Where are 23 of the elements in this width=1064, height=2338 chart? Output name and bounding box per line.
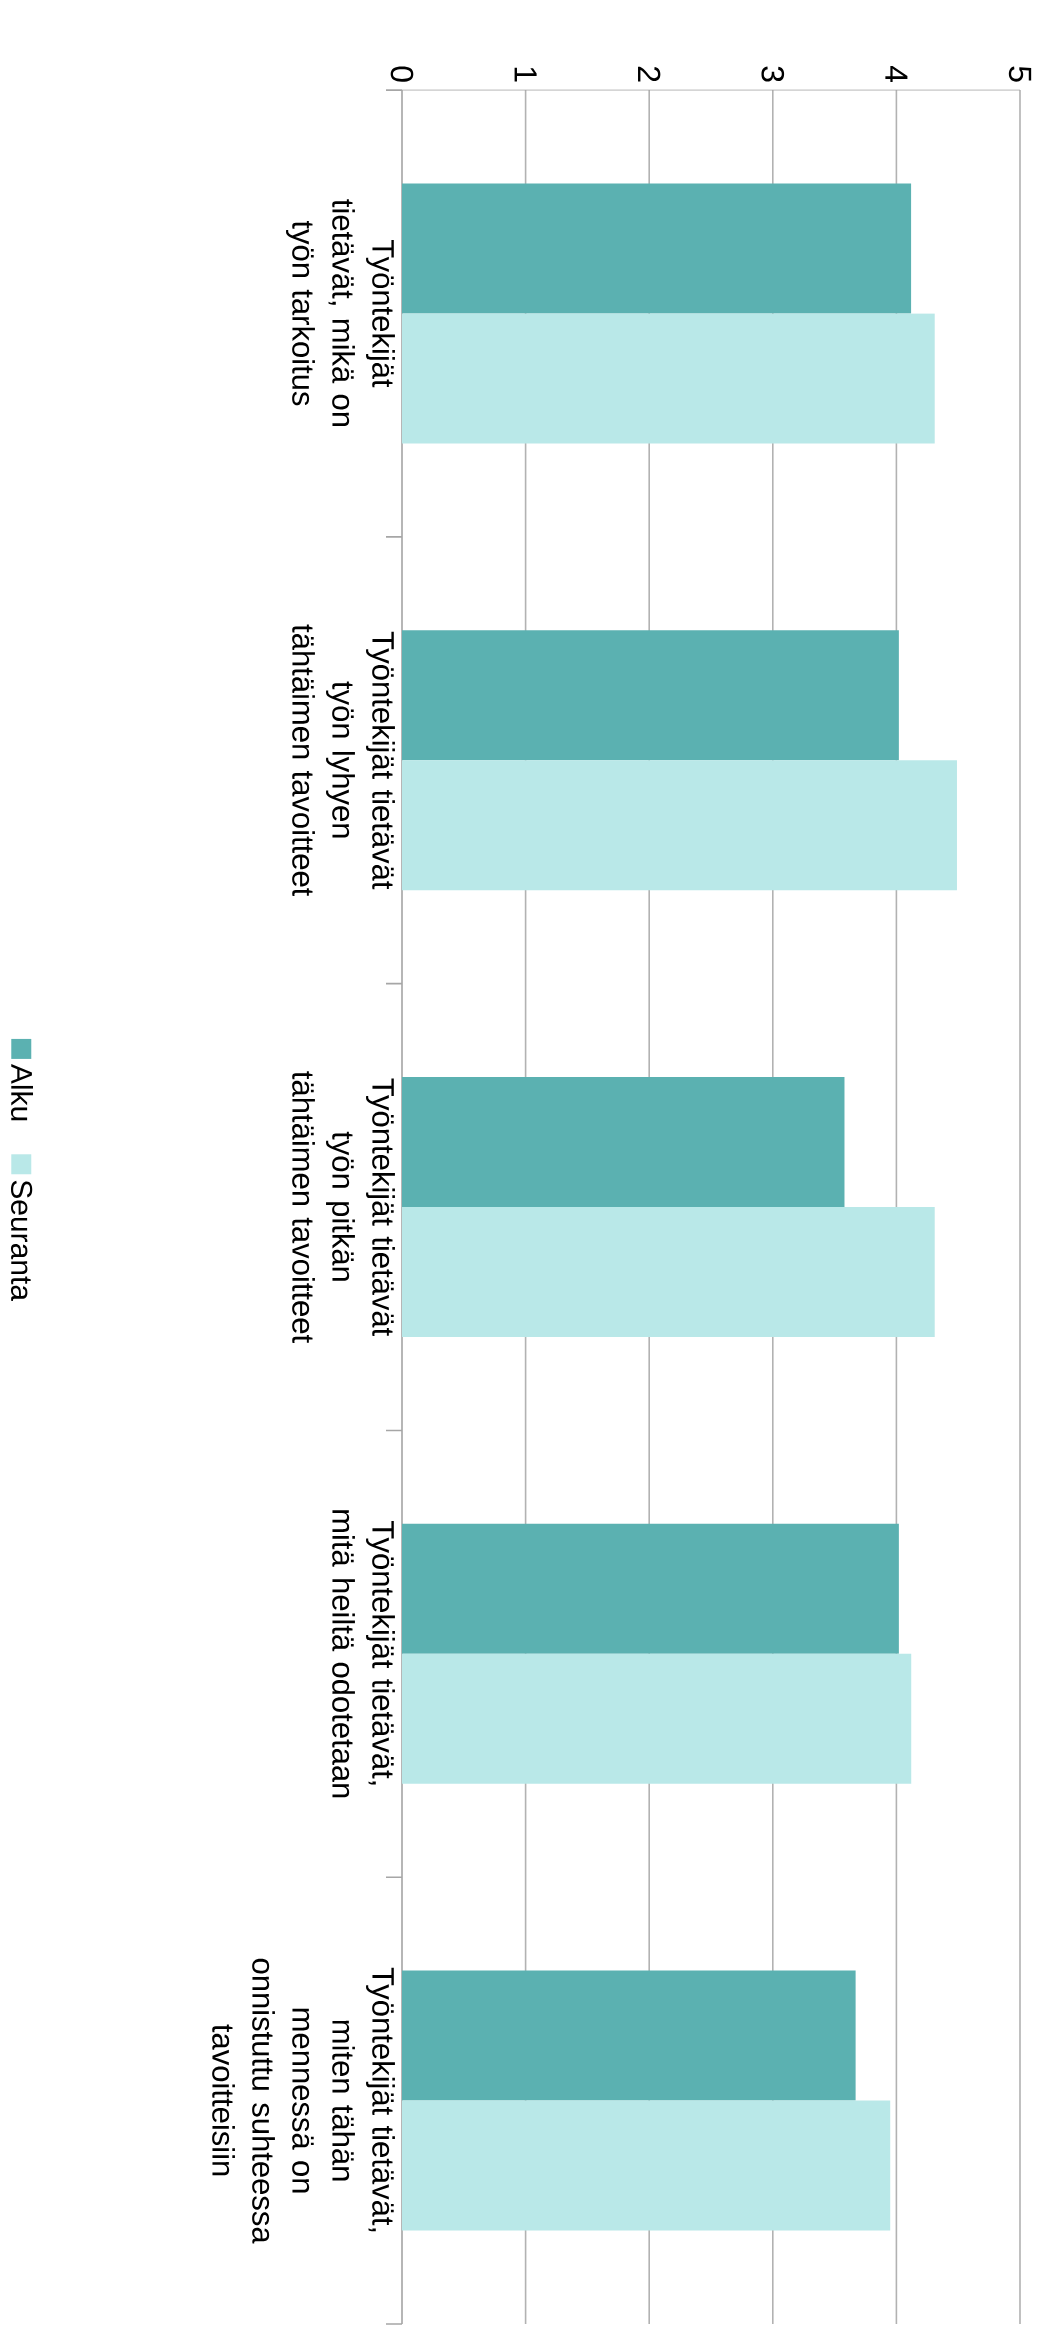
x-tick-label: 4 [885, 65, 908, 83]
bar [402, 1077, 845, 1208]
bar [402, 183, 912, 314]
legend-label: Seuranta [10, 1180, 33, 1302]
bar [402, 1653, 912, 1784]
bar [402, 630, 899, 761]
bar [402, 313, 935, 444]
x-tick-label: 1 [514, 67, 537, 82]
y-tick-label: Työntekijät tietävät työn lyhyen tähtäimen tavoitteet [292, 624, 395, 897]
bar [402, 2100, 891, 2231]
bar [402, 760, 957, 891]
y-tick-label: Työntekijät tietävät, mikä on työn tarkoitus [286, 199, 395, 426]
bar [402, 1523, 899, 1654]
bar [402, 1970, 856, 2101]
x-tick-label: 5 [1008, 66, 1032, 82]
x-tick-label: 0 [390, 66, 414, 82]
y-tick-label: Työntekijät tietävät, miten tähän mennessä on onnistuttu suhteessa tavoitteisiin [212, 1958, 395, 2244]
y-tick-label: Työntekijät tietävät, mitä heiltä odotetaan [332, 1510, 395, 1798]
x-tick-label: 2 [638, 66, 661, 82]
legend-label: Alku [10, 1063, 34, 1121]
y-tick-label: Työntekijät tietävät työn pitkän tähtäimen tavoitteet [292, 1071, 395, 1343]
x-tick-label: 3 [761, 66, 785, 82]
bar [402, 1207, 935, 1338]
